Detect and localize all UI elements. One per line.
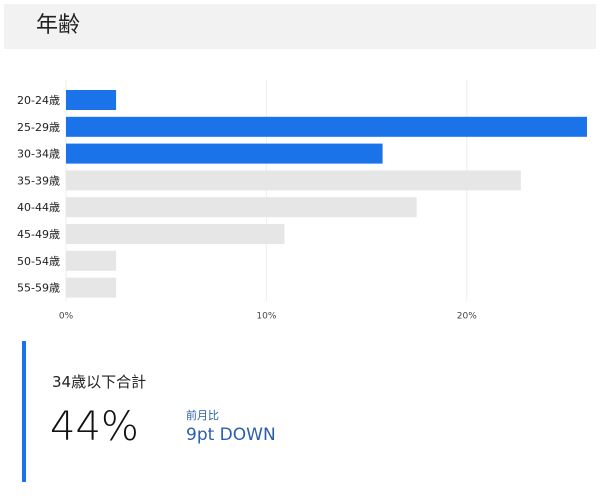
chart-bars <box>66 90 587 298</box>
x-tick-label: 20% <box>457 311 477 321</box>
bar <box>66 250 117 271</box>
category-label: 35-39歳 <box>17 174 60 187</box>
section-header: 年齢 <box>4 4 596 49</box>
category-label: 20-24歳 <box>17 94 60 107</box>
category-label: 50-54歳 <box>17 255 60 268</box>
x-tick-label: 10% <box>256 311 276 321</box>
summary-card: 34歳以下合計 44% 前月比 9pt DOWN <box>22 341 586 482</box>
age-bar-chart: 20-24歳 25-29歳 30-34歳 35-39歳 40-44歳 45-49歳 50-5… <box>17 80 587 321</box>
bar <box>66 170 521 191</box>
x-tick-label: 0% <box>59 311 74 321</box>
category-label: 30-34歳 <box>17 148 60 161</box>
comparison-value: 9pt DOWN <box>186 425 276 445</box>
summary-label: 34歳以下合計 <box>52 373 147 391</box>
summary-value: 44% <box>50 404 139 450</box>
bar <box>66 90 117 110</box>
bar <box>66 197 417 218</box>
chart-tick-labels: 0% 10% 20% <box>59 311 477 321</box>
category-label: 55-59歳 <box>17 282 60 295</box>
bar <box>66 277 117 298</box>
section-title: 年齢 <box>36 13 81 38</box>
chart-grid <box>65 80 468 302</box>
category-label: 45-49歳 <box>17 228 60 241</box>
bar <box>66 224 285 244</box>
comparison-label: 前月比 <box>186 409 219 422</box>
chart-category-labels: 20-24歳 25-29歳 30-34歳 35-39歳 40-44歳 45-49歳 50-5… <box>17 94 60 295</box>
bar <box>66 116 587 137</box>
category-label: 40-44歳 <box>17 201 60 214</box>
category-label: 25-29歳 <box>17 121 60 134</box>
bar <box>66 143 383 164</box>
